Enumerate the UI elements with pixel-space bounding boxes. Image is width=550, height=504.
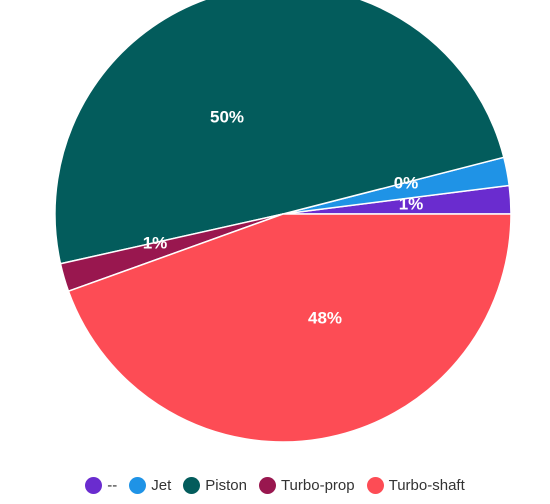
legend-swatch-turbo-prop xyxy=(258,477,276,494)
slice-label-turbo-prop: 1% xyxy=(143,233,168,252)
legend-swatch-dash xyxy=(85,477,103,494)
chart-legend: -- Jet Piston Turbo-prop Turbo-shaft xyxy=(0,477,550,494)
pie-chart-svg: 1% 0% 50% 1% 48% xyxy=(54,0,512,443)
slice-label-jet: 0% xyxy=(394,173,419,192)
pie-slices xyxy=(54,0,512,443)
slice-label-turbo-shaft: 48% xyxy=(308,308,342,327)
legend-label-piston: Piston xyxy=(205,477,247,494)
slice-label-piston: 50% xyxy=(210,107,244,126)
legend-swatch-turbo-shaft xyxy=(366,477,384,494)
legend-item-turbo-shaft[interactable]: Turbo-shaft xyxy=(366,477,465,494)
pie-slice-labels: 1% 0% 50% 1% 48% xyxy=(143,107,424,327)
legend-label-jet: Jet xyxy=(151,477,172,494)
legend-label-dash: -- xyxy=(107,477,118,494)
legend-swatch-piston xyxy=(183,477,201,494)
legend-item-piston[interactable]: Piston xyxy=(183,477,247,494)
legend-swatch-jet xyxy=(129,477,147,494)
legend-item-turbo-prop[interactable]: Turbo-prop xyxy=(258,477,355,494)
legend-label-turbo-prop: Turbo-prop xyxy=(280,477,355,494)
pie-slice-turbo-shaft[interactable] xyxy=(67,213,512,443)
legend-item-dash[interactable]: -- xyxy=(85,477,117,494)
pie-slice-piston[interactable] xyxy=(54,0,505,265)
legend-item-jet[interactable]: Jet xyxy=(129,477,171,494)
slice-label-dash: 1% xyxy=(399,194,424,213)
legend-label-turbo-shaft: Turbo-shaft xyxy=(388,477,465,494)
